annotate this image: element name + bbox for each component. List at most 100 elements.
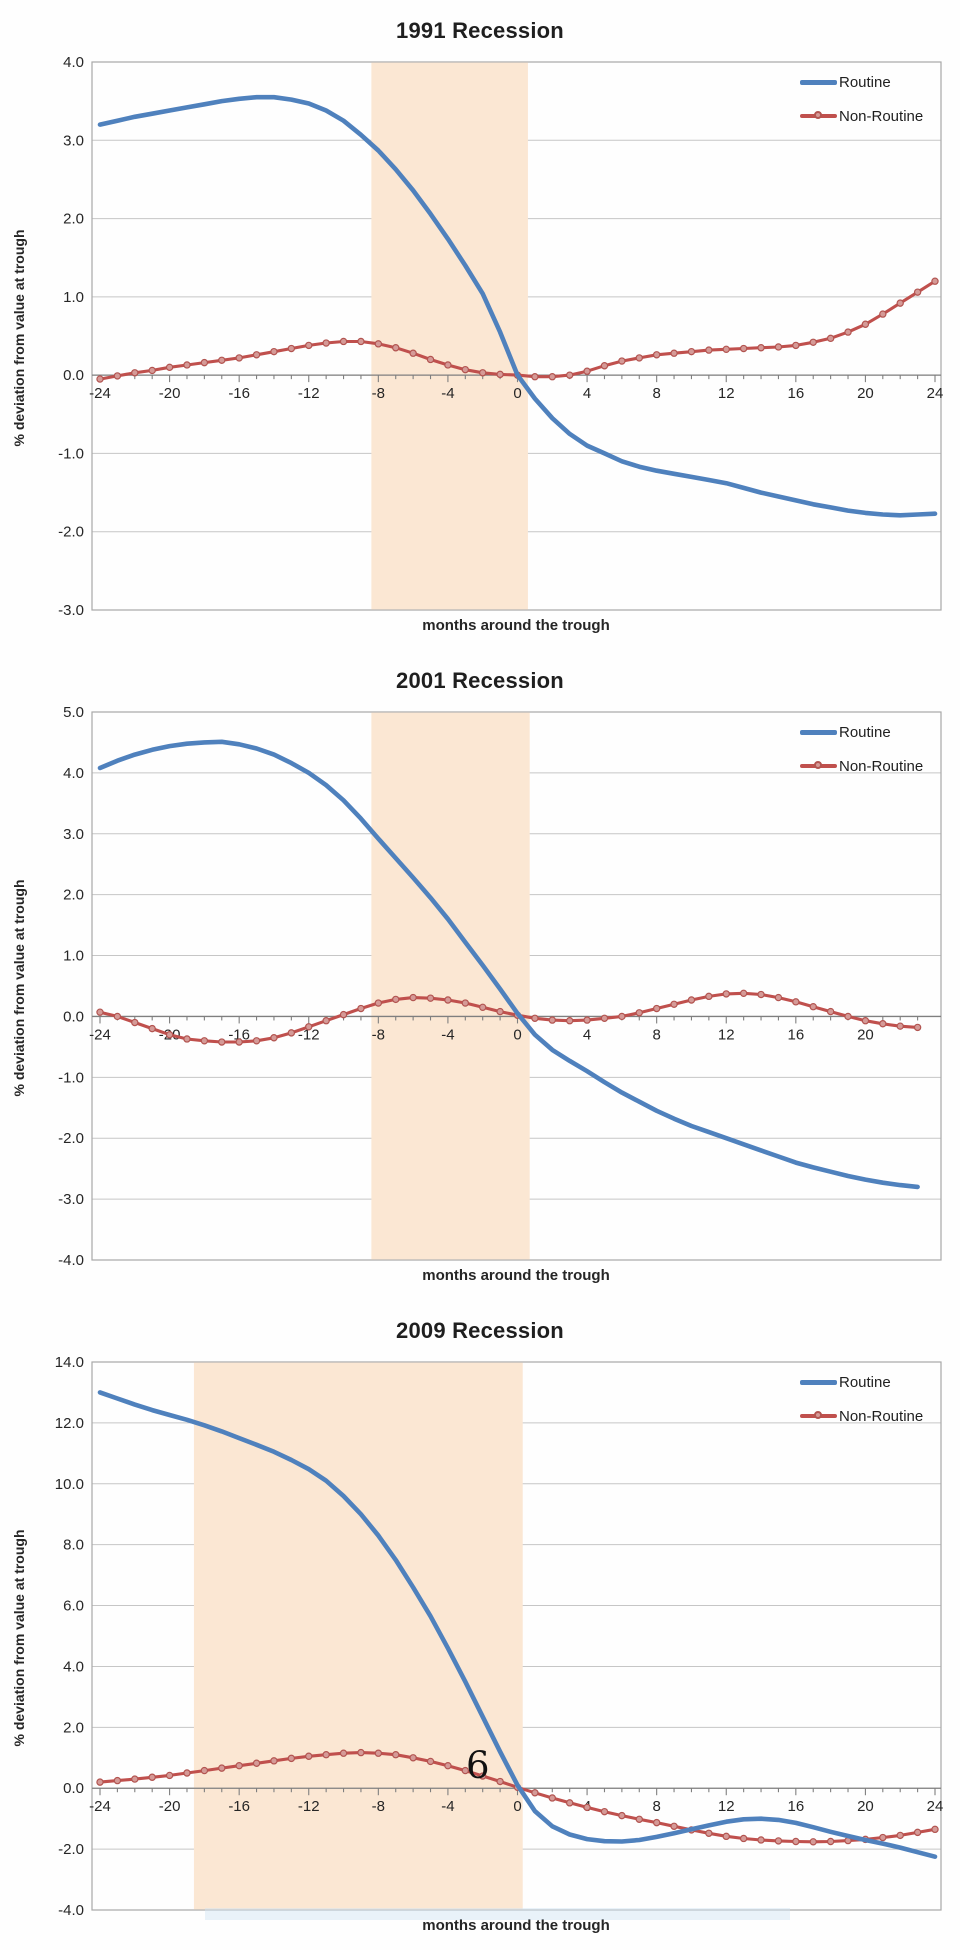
x-tick-label-0: 0 [513,1026,521,1043]
chart-1991-recession: -24 -20 -16 -12 -8 -4 0 4 8 12 16 20 24 4.0 3.0 2.0 1.0 0… [0,0,960,650]
nonroutine-marker--8 [374,1749,383,1757]
x-tick-label-20: 20 [857,1026,874,1043]
chart-1991-canvas: -24 -20 -16 -12 -8 -4 0 4 8 12 16 20 24 4.0 3.0 2.0 1.0 0… [58,54,943,619]
nonroutine-marker-21 [879,310,887,318]
nonroutine-marker-10 [687,347,696,356]
nonroutine-marker-19 [844,1012,852,1021]
nonroutine-marker-14 [757,990,765,999]
nonroutine-marker-14 [757,344,765,352]
x-axis-title-1991: months around the trough [422,617,610,634]
nonroutine-marker--23 [113,1012,122,1021]
nonroutine-marker--21 [148,1773,156,1781]
x-tick-label-0: 0 [513,385,521,402]
y-tick-label-3: 3.0 [63,132,84,149]
nonroutine-marker--12 [305,341,313,350]
nonroutine-marker--16 [235,1761,243,1770]
legend-label-nonroutine: Non-Routine [839,107,924,125]
nonroutine-marker--22 [131,369,139,377]
nonroutine-marker--16 [235,1038,243,1046]
nonroutine-marker--24 [96,375,104,383]
nonroutine-marker-8 [652,1818,661,1827]
y-tick-label--1: -1.0 [58,1069,84,1086]
x-tick-label-8: 8 [652,1026,660,1043]
nonroutine-marker-22 [896,1831,904,1840]
nonroutine-marker--13 [287,344,296,353]
nonroutine-marker--23 [113,372,122,380]
x-tick-label-20: 20 [857,1798,874,1815]
nonroutine-marker-2 [548,373,556,381]
nonroutine-marker--5 [426,355,435,364]
x-tick-label-12: 12 [718,1798,735,1815]
chart-title-2009: 2009 Recession [396,1318,564,1343]
nonroutine-marker-13 [739,989,748,998]
x-tick-label--4: -4 [441,385,454,402]
nonroutine-marker-18 [826,1007,835,1016]
nonroutine-marker-19 [844,328,852,336]
scan-artifact-band [205,1908,790,1920]
nonroutine-marker--23 [113,1776,122,1785]
y-tick-label-3: 3.0 [63,826,84,843]
x-tick-label--4: -4 [441,1026,454,1043]
y-tick-label-1: 1.0 [63,289,84,306]
y-tick-label-6: 6.0 [63,1598,84,1615]
nonroutine-marker-24 [931,277,939,285]
nonroutine-marker-5 [600,362,609,370]
nonroutine-marker-2 [548,1016,556,1024]
nonroutine-marker-1 [531,373,539,381]
x-tick-label--16: -16 [228,385,250,402]
nonroutine-marker-7 [635,354,643,362]
nonroutine-marker--7 [392,1751,400,1759]
nonroutine-marker--5 [426,1757,435,1766]
x-tick-label--8: -8 [372,1798,385,1815]
nonroutine-marker--2 [479,1003,487,1012]
nonroutine-marker-icon [814,761,822,769]
y-tick-label--4: -4.0 [58,1902,84,1919]
x-tick-label-4: 4 [583,1026,591,1043]
nonroutine-marker-9 [670,349,678,357]
y-tick-label--3: -3.0 [58,602,84,619]
nonroutine-marker--22 [131,1018,139,1027]
plot-border [91,711,942,1261]
nonroutine-marker-15 [774,993,783,1002]
nonroutine-marker--20 [165,363,174,372]
nonroutine-marker--18 [200,358,209,367]
nonroutine-marker-15 [774,343,783,351]
nonroutine-marker--3 [461,999,470,1007]
nonroutine-marker--10 [339,1010,348,1019]
nonroutine-marker--19 [183,361,191,369]
nonroutine-marker--16 [235,354,243,362]
x-tick-label--8: -8 [372,1026,385,1043]
nonroutine-marker-14 [757,1836,765,1844]
nonroutine-marker--1 [496,1777,504,1786]
nonroutine-marker-23 [913,288,922,296]
nonroutine-marker--4 [444,1761,452,1770]
nonroutine-marker--9 [357,337,365,346]
nonroutine-marker--17 [218,1038,226,1046]
y-tick-label-0: 0.0 [63,1780,84,1797]
nonroutine-line-swatch [800,761,837,769]
x-tick-label-12: 12 [718,1026,735,1043]
nonroutine-marker-17 [809,1838,817,1846]
y-tick-label--4: -4.0 [58,1252,84,1269]
y-tick-label-10: 10.0 [55,1476,84,1493]
legend-label-routine: Routine [839,1373,891,1391]
legend-label-routine: Routine [839,73,891,91]
nonroutine-marker--7 [392,995,400,1004]
nonroutine-marker--1 [496,1007,504,1016]
nonroutine-marker-3 [565,1799,574,1807]
nonroutine-marker-8 [652,351,661,359]
nonroutine-marker--24 [96,1778,104,1786]
x-tick-label-12: 12 [718,385,735,402]
nonroutine-marker--8 [374,340,383,348]
chart-title-1991: 1991 Recession [396,18,564,43]
x-tick-label--16: -16 [228,1798,250,1815]
nonroutine-marker--20 [165,1031,174,1039]
nonroutine-marker--15 [252,351,261,359]
nonroutine-marker--15 [252,1759,261,1767]
nonroutine-marker--11 [322,339,330,347]
nonroutine-marker-17 [809,1003,817,1011]
nonroutine-marker--4 [444,361,452,369]
nonroutine-marker-18 [826,334,835,343]
nonroutine-marker--7 [392,344,400,352]
nonroutine-marker--15 [252,1037,261,1045]
